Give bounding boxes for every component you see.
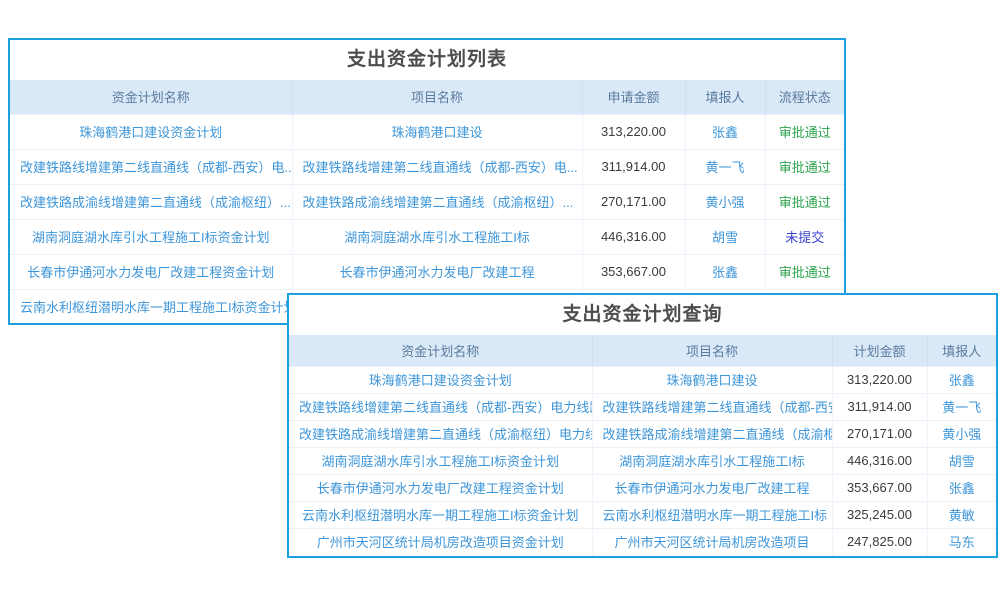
cell-amount: 446,316.00 (831, 446, 927, 474)
query-window-title: 支出资金计划查询 (562, 304, 723, 325)
cell-reporter[interactable]: 黄小强 (684, 183, 765, 219)
cell-project-name[interactable]: 改建铁路成渝线增建第二直通线（成渝枢 (591, 419, 832, 447)
cell-plan-name[interactable]: 改建铁路线增建第二线直通线（成都-西安）电... (10, 148, 292, 184)
cell-reporter[interactable]: 胡雪 (926, 446, 996, 474)
column-header: 资金计划名称 (289, 335, 592, 366)
cell-amount: 313,220.00 (831, 365, 927, 393)
cell-amount: 247,825.00 (831, 527, 927, 555)
cell-reporter[interactable]: 张鑫 (926, 473, 996, 501)
column-header: 流程状态 (764, 80, 844, 114)
expenditure-plan-list-window: 支出资金计划列表 资金计划名称 项目名称 申请金额 填报人 流程状态 珠海鹤港口建设资金… (8, 38, 846, 325)
column-header: 申请金额 (581, 80, 685, 114)
list-window-title: 支出资金计划列表 (346, 49, 507, 70)
cell-plan-name[interactable]: 长春市伊通河水力发电厂改建工程资金计划 (10, 253, 292, 289)
table-row: 改建铁路成渝线增建第二直通线（成渝枢纽）... 改建铁路成渝线增建第二直通线（成渝… (10, 183, 844, 219)
cell-plan-name[interactable]: 湖南洞庭湖水库引水工程施工I标资金计划 (10, 218, 292, 254)
column-header: 填报人 (926, 335, 996, 366)
cell-reporter[interactable]: 张鑫 (684, 113, 765, 149)
column-header: 填报人 (684, 80, 765, 114)
cell-reporter[interactable]: 张鑫 (926, 365, 996, 393)
cell-plan-name[interactable]: 云南水利枢纽潜明水库一期工程施工I标资金计划 (289, 500, 592, 528)
cell-status: 审批通过 (764, 148, 844, 184)
table-row: 湖南洞庭湖水库引水工程施工I标资金计划 湖南洞庭湖水库引水工程施工I标 446,31… (289, 446, 996, 474)
cell-amount: 353,667.00 (831, 473, 927, 501)
table-row: 珠海鹤港口建设资金计划 珠海鹤港口建设 313,220.00 张鑫 (289, 365, 996, 393)
cell-status: 审批通过 (764, 183, 844, 219)
cell-status: 审批通过 (764, 113, 844, 149)
cell-reporter[interactable]: 黄小强 (926, 419, 996, 447)
cell-reporter[interactable]: 黄敏 (926, 500, 996, 528)
cell-reporter[interactable]: 黄一飞 (684, 148, 765, 184)
table-row: 改建铁路成渝线增建第二直通线（成渝枢纽）电力线路迁 改建铁路成渝线增建第二直通线（… (289, 419, 996, 447)
table-row: 改建铁路线增建第二线直通线（成都-西安）电力线路迁 改建铁路线增建第二线直通线（成… (289, 392, 996, 420)
cell-plan-name[interactable]: 改建铁路线增建第二线直通线（成都-西安）电力线路迁 (289, 392, 592, 420)
column-header: 计划金额 (831, 335, 927, 366)
cell-status: 未提交 (764, 218, 844, 254)
cell-plan-name[interactable]: 云南水利枢纽潜明水库一期工程施工I标资金计划 (10, 288, 292, 323)
expenditure-plan-list-table: 资金计划名称 项目名称 申请金额 填报人 流程状态 珠海鹤港口建设资金计划 珠海鹤港口建设… (10, 80, 844, 323)
cell-plan-name[interactable]: 广州市天河区统计局机房改造项目资金计划 (289, 527, 592, 555)
cell-reporter[interactable]: 张鑫 (684, 253, 765, 289)
cell-project-name[interactable]: 广州市天河区统计局机房改造项目 (591, 527, 832, 555)
cell-reporter[interactable]: 黄一飞 (926, 392, 996, 420)
cell-plan-name[interactable]: 珠海鹤港口建设资金计划 (10, 113, 292, 149)
cell-project-name[interactable]: 珠海鹤港口建设 (591, 365, 832, 393)
cell-status: 审批通过 (764, 253, 844, 289)
cell-project-name[interactable]: 珠海鹤港口建设 (291, 113, 582, 149)
column-header: 资金计划名称 (10, 80, 292, 114)
table-row: 长春市伊通河水力发电厂改建工程资金计划 长春市伊通河水力发电厂改建工程 353,66… (289, 473, 996, 501)
table-header-row: 资金计划名称 项目名称 申请金额 填报人 流程状态 (10, 80, 844, 114)
cell-project-name[interactable]: 改建铁路成渝线增建第二直通线（成渝枢纽）... (291, 183, 582, 219)
cell-reporter[interactable]: 胡雪 (684, 218, 765, 254)
cell-project-name[interactable]: 长春市伊通河水力发电厂改建工程 (291, 253, 582, 289)
cell-amount: 311,914.00 (581, 148, 685, 184)
cell-amount: 446,316.00 (581, 218, 685, 254)
cell-plan-name[interactable]: 湖南洞庭湖水库引水工程施工I标资金计划 (289, 446, 592, 474)
cell-amount: 313,220.00 (581, 113, 685, 149)
cell-project-name[interactable]: 湖南洞庭湖水库引水工程施工I标 (291, 218, 582, 254)
cell-project-name[interactable]: 改建铁路线增建第二线直通线（成都-西安 (591, 392, 832, 420)
table-row: 云南水利枢纽潜明水库一期工程施工I标资金计划 云南水利枢纽潜明水库一期工程施工I标… (289, 500, 996, 528)
column-header: 项目名称 (291, 80, 582, 114)
table-row: 广州市天河区统计局机房改造项目资金计划 广州市天河区统计局机房改造项目 247,82… (289, 527, 996, 555)
cell-plan-name[interactable]: 改建铁路成渝线增建第二直通线（成渝枢纽）... (10, 183, 292, 219)
cell-project-name[interactable]: 改建铁路线增建第二线直通线（成都-西安）电... (291, 148, 582, 184)
expenditure-plan-query-window: 支出资金计划查询 资金计划名称 项目名称 计划金额 填报人 珠海鹤港口建设资金计划 珠海… (287, 293, 998, 558)
cell-project-name[interactable]: 湖南洞庭湖水库引水工程施工I标 (591, 446, 832, 474)
cell-reporter[interactable]: 马东 (926, 527, 996, 555)
table-row: 长春市伊通河水力发电厂改建工程资金计划 长春市伊通河水力发电厂改建工程 353,66… (10, 253, 844, 289)
table-row: 珠海鹤港口建设资金计划 珠海鹤港口建设 313,220.00 张鑫 审批通过 (10, 113, 844, 149)
cell-project-name[interactable]: 云南水利枢纽潜明水库一期工程施工I标 (591, 500, 832, 528)
table-row: 湖南洞庭湖水库引水工程施工I标资金计划 湖南洞庭湖水库引水工程施工I标 446,31… (10, 218, 844, 254)
cell-amount: 270,171.00 (831, 419, 927, 447)
cell-project-name[interactable]: 长春市伊通河水力发电厂改建工程 (591, 473, 832, 501)
cell-plan-name[interactable]: 改建铁路成渝线增建第二直通线（成渝枢纽）电力线路迁 (289, 419, 592, 447)
cell-plan-name[interactable]: 珠海鹤港口建设资金计划 (289, 365, 592, 393)
table-header-row: 资金计划名称 项目名称 计划金额 填报人 (289, 335, 996, 366)
column-header: 项目名称 (591, 335, 832, 366)
table-row: 改建铁路线增建第二线直通线（成都-西安）电... 改建铁路线增建第二线直通线（成都… (10, 148, 844, 184)
expenditure-plan-query-table: 资金计划名称 项目名称 计划金额 填报人 珠海鹤港口建设资金计划 珠海鹤港口建设 313,… (289, 335, 996, 555)
cell-plan-name[interactable]: 长春市伊通河水力发电厂改建工程资金计划 (289, 473, 592, 501)
cell-amount: 325,245.00 (831, 500, 927, 528)
cell-amount: 311,914.00 (831, 392, 927, 420)
cell-amount: 353,667.00 (581, 253, 685, 289)
cell-amount: 270,171.00 (581, 183, 685, 219)
